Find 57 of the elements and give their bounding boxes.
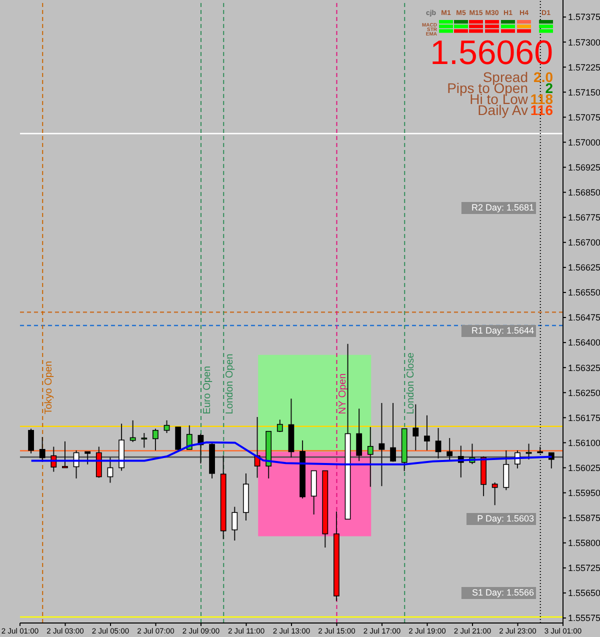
y-tick-label: 1.55650 [568,588,600,598]
y-tick-label: 1.55950 [568,488,600,498]
y-tick-label: 1.56850 [568,188,600,198]
y-tick-label: 1.55800 [568,538,600,548]
annotation: R1 Day: 1.5644 [471,326,534,336]
y-tick-label: 1.56925 [568,162,600,172]
y-tick-label: 1.55575 [568,613,600,624]
candlestick [107,456,114,484]
ref-line-label: London Close [406,352,417,414]
y-tick-label: 1.56700 [568,238,600,248]
y-tick-label: 1.57000 [568,137,600,148]
y-tick-label: 1.56400 [568,338,600,348]
candlestick [28,428,34,454]
candlestick [232,506,238,542]
ref-line-label: Euro Open [202,366,213,414]
candlestick [141,432,148,448]
candlestick [390,402,396,462]
candlestick [435,428,442,459]
ref-line-label: Tokyo Open [44,360,55,414]
y-tick-label: 1.56475 [568,312,600,323]
y-tick-label: 1.56625 [568,262,600,273]
y-tick-label: 1.57225 [568,62,600,72]
annotation: R2 Day: 1.5681 [471,202,534,213]
y-tick-label: 1.57300 [568,37,600,48]
y-tick-label: 1.56175 [568,412,600,423]
candlestick [39,436,46,462]
candlestick [378,402,385,487]
candlestick [62,440,68,468]
candlestick [130,420,136,443]
candlestick [152,428,158,451]
candlestick [84,451,91,465]
candlestick [367,426,374,488]
y-tick-label: 1.55725 [568,563,600,574]
y-tick-label: 1.57150 [568,87,600,98]
candlestick [424,414,430,451]
candlestick [492,482,498,506]
candlestick [446,438,453,462]
y-tick-label: 1.56025 [568,462,600,473]
y-tick-label: 1.57375 [568,12,600,22]
candlestick [164,420,170,434]
y-tick-label: 1.56550 [568,288,600,298]
y-tick-label: 1.56325 [568,362,600,373]
candlestick [356,408,362,462]
candlestick [276,419,283,433]
annotation: S1 Day: 1.5566 [472,588,534,598]
y-tick-label: 1.56775 [568,212,600,223]
y-tick-label: 1.57075 [568,112,600,122]
ref-line-label: London Open [224,354,236,414]
y-tick-label: 1.55875 [568,513,600,524]
candlestick [503,450,510,491]
y-tick-label: 1.56100 [568,438,600,448]
candlestick [526,443,532,460]
candlestick [412,404,419,451]
annotation: P Day: 1.5603 [477,514,534,524]
candlestick [175,426,182,452]
ref-line-label: NY Open [338,373,349,414]
y-tick-label: 1.56250 [568,388,600,398]
